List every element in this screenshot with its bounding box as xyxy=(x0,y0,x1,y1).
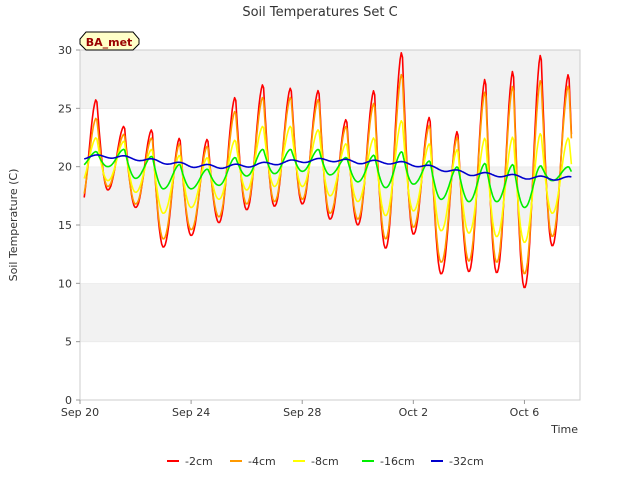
y-tick-label: 0 xyxy=(65,394,72,407)
x-tick-label: Sep 24 xyxy=(172,406,210,419)
x-axis: Sep 20 Sep 24 Sep 28 Oct 2 Oct 6 xyxy=(61,400,539,419)
y-axis: 0 5 10 15 20 25 30 xyxy=(58,44,80,407)
y-tick-label: 5 xyxy=(65,336,72,349)
series-line-m8cm xyxy=(83,120,573,244)
legend-label: -2cm xyxy=(185,455,213,468)
legend: -2cm -4cm -8cm -16cm -32cm xyxy=(167,455,484,468)
legend-label: -4cm xyxy=(248,455,276,468)
chart-title: Soil Temperatures Set C xyxy=(242,5,397,20)
y-axis-label: Soil Temperature (C) xyxy=(7,169,20,282)
badge-label: BA_met xyxy=(86,36,133,49)
grid-band xyxy=(80,225,580,284)
y-tick-label: 25 xyxy=(58,102,72,115)
x-tick-label: Sep 20 xyxy=(61,406,99,419)
legend-label: -8cm xyxy=(311,455,339,468)
x-axis-label: Time xyxy=(550,423,578,436)
series-line-m32cm xyxy=(84,154,572,181)
series-lines xyxy=(83,52,573,289)
y-tick-label: 10 xyxy=(58,277,72,290)
y-tick-label: 20 xyxy=(58,161,72,174)
series-line-m16cm xyxy=(83,148,573,209)
legend-label: -16cm xyxy=(380,455,415,468)
x-tick-label: Sep 28 xyxy=(283,406,321,419)
grid-band xyxy=(80,50,580,109)
x-tick-label: Oct 2 xyxy=(399,406,429,419)
grid-bands xyxy=(80,49,580,400)
y-tick-label: 30 xyxy=(58,44,72,57)
grid-band xyxy=(80,341,580,400)
badge-shape xyxy=(79,31,140,51)
y-tick-label: 15 xyxy=(58,219,72,232)
grid-band xyxy=(80,108,580,167)
station-badge: BA_met xyxy=(79,31,140,51)
x-tick-label: Oct 6 xyxy=(510,406,540,419)
grid-band xyxy=(80,283,580,342)
legend-label: -32cm xyxy=(449,455,484,468)
